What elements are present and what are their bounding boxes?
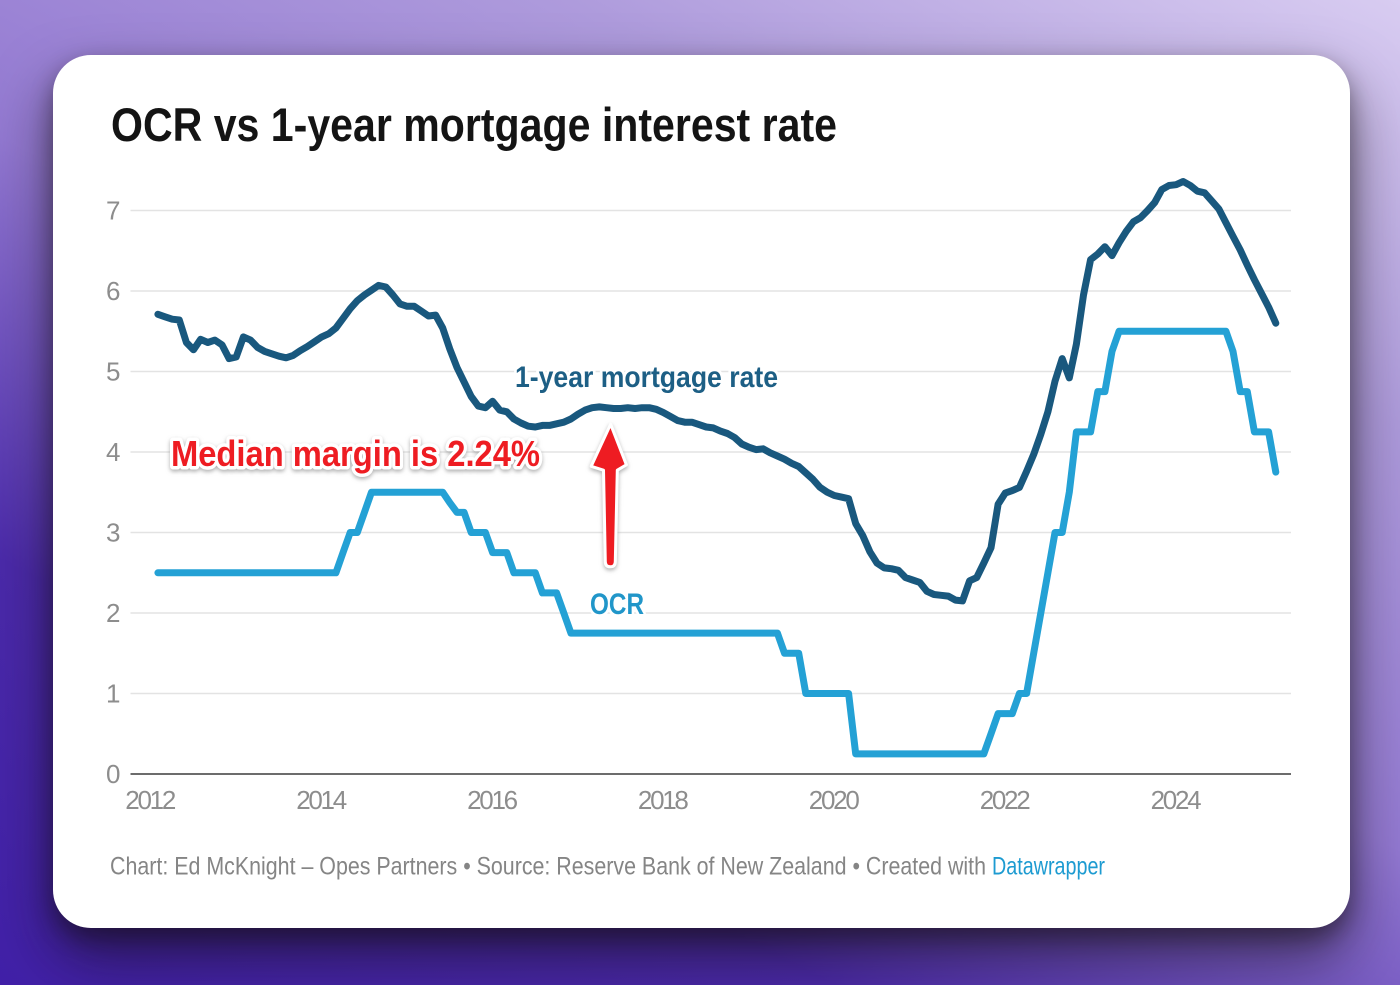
svg-text:Median margin is 2.24%: Median margin is 2.24% bbox=[171, 433, 540, 474]
svg-text:2020: 2020 bbox=[809, 785, 860, 815]
svg-text:2012: 2012 bbox=[125, 785, 176, 815]
svg-text:2: 2 bbox=[106, 598, 120, 628]
svg-text:2018: 2018 bbox=[638, 785, 689, 815]
svg-text:2022: 2022 bbox=[980, 785, 1031, 815]
svg-text:Datawrapper: Datawrapper bbox=[992, 852, 1105, 880]
svg-text:3: 3 bbox=[106, 518, 120, 548]
svg-text:OCR vs 1-year mortgage interes: OCR vs 1-year mortgage interest rate bbox=[111, 99, 837, 152]
svg-text:4: 4 bbox=[106, 437, 120, 467]
svg-text:5: 5 bbox=[106, 357, 120, 387]
svg-text:2014: 2014 bbox=[296, 785, 347, 815]
svg-text:1: 1 bbox=[106, 679, 120, 709]
svg-text:OCR: OCR bbox=[590, 588, 644, 621]
svg-text:0: 0 bbox=[106, 759, 120, 789]
svg-text:7: 7 bbox=[106, 196, 120, 226]
svg-text:2024: 2024 bbox=[1151, 785, 1202, 815]
svg-text:1-year mortgage rate: 1-year mortgage rate bbox=[515, 361, 778, 394]
svg-text:2016: 2016 bbox=[467, 785, 518, 815]
svg-text:6: 6 bbox=[106, 276, 120, 306]
svg-text:Chart: Ed McKnight – Opes Part: Chart: Ed McKnight – Opes Partners • Sou… bbox=[110, 852, 986, 880]
